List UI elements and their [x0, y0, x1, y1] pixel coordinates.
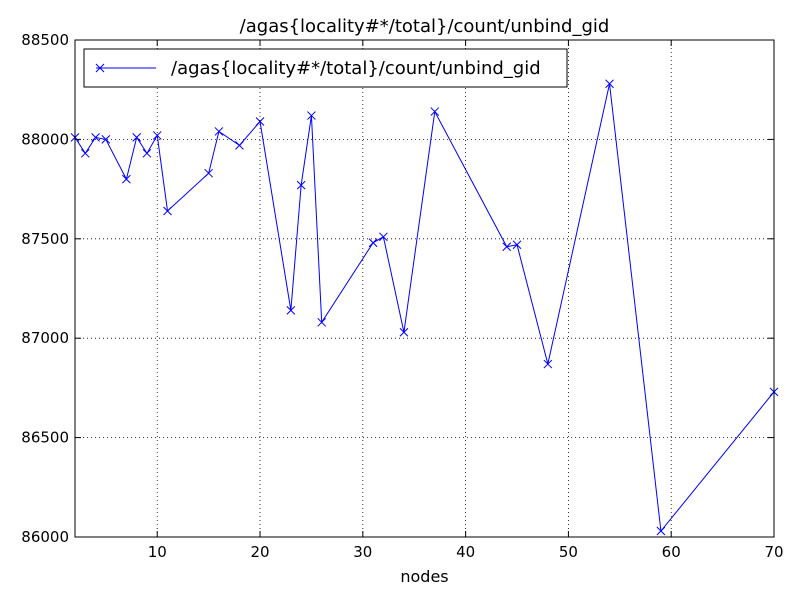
data-point-marker — [91, 133, 100, 142]
data-point-marker — [543, 359, 553, 369]
data-point-marker — [430, 107, 440, 116]
axes: 10 20 30 40 50 60 70 86000 86500 87000 87500 88000 8… — [21, 31, 783, 561]
x-tick-label: 60 — [662, 543, 681, 561]
x-tick-label: 50 — [559, 543, 578, 561]
data-point-marker — [101, 135, 111, 144]
x-tick-label: 10 — [148, 543, 167, 561]
data-point-marker — [152, 131, 162, 140]
grid-lines — [75, 40, 774, 537]
data-point-marker — [122, 174, 131, 184]
data-point-marker — [605, 79, 614, 89]
x-tick-label: 30 — [353, 543, 372, 561]
data-point-marker — [296, 180, 306, 190]
y-tick-label: 88000 — [21, 130, 69, 148]
data-point-marker — [235, 141, 244, 150]
legend-marker-x — [95, 63, 105, 73]
data-point-marker — [142, 148, 152, 158]
data-point-marker — [204, 168, 213, 178]
data-point-marker — [214, 127, 224, 136]
data-point-marker — [80, 148, 90, 158]
data-point-marker — [307, 111, 316, 120]
y-tick-label: 87500 — [21, 230, 69, 248]
legend-box — [83, 48, 568, 88]
y-tick-label: 86500 — [21, 429, 69, 447]
data-point-marker — [502, 242, 512, 252]
x-axis-label: nodes — [400, 567, 448, 586]
y-tick-label: 88500 — [21, 31, 69, 49]
data-point-marker — [132, 133, 142, 142]
legend: /agas{locality#*/total}/count/unbind_gid — [83, 48, 568, 88]
chart-title: /agas{locality#*/total}/count/unbind_gid — [240, 16, 610, 37]
y-tick-label: 87000 — [21, 329, 69, 347]
x-tick-label: 70 — [764, 543, 783, 561]
data-point-marker — [163, 206, 172, 216]
data-point-marker — [399, 327, 409, 337]
x-tick-label: 20 — [250, 543, 269, 561]
data-point-marker — [379, 232, 388, 242]
data-point-marker — [368, 238, 378, 248]
data-point-marker — [512, 240, 522, 250]
data-point-marker — [317, 317, 327, 327]
data-point-marker — [656, 526, 666, 536]
series-layer — [70, 79, 779, 536]
legend-label: /agas{locality#*/total}/count/unbind_gid — [171, 58, 541, 79]
y-tick-label: 86000 — [21, 528, 69, 546]
data-point-marker — [255, 117, 265, 126]
series-line — [74, 83, 775, 533]
data-point-marker — [286, 306, 296, 315]
plot-frame — [74, 39, 775, 538]
x-tick-label: 40 — [456, 543, 475, 561]
